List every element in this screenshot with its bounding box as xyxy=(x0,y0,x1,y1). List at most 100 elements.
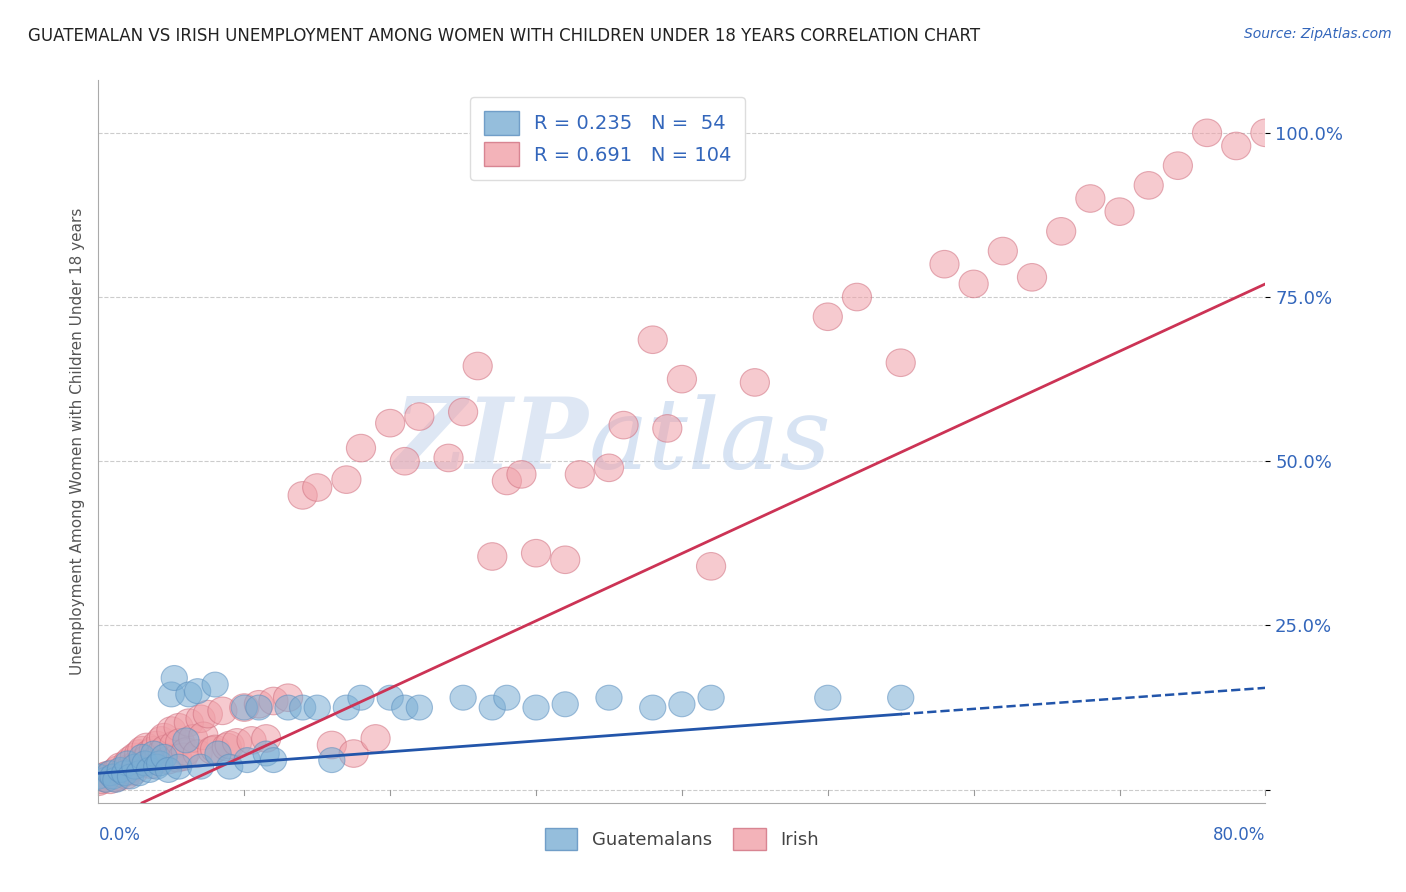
Ellipse shape xyxy=(162,665,187,690)
Ellipse shape xyxy=(174,709,204,737)
Ellipse shape xyxy=(479,695,505,720)
Ellipse shape xyxy=(332,466,361,493)
Ellipse shape xyxy=(652,415,682,442)
Ellipse shape xyxy=(1018,263,1046,291)
Ellipse shape xyxy=(87,766,115,794)
Ellipse shape xyxy=(176,682,202,706)
Ellipse shape xyxy=(93,762,122,789)
Ellipse shape xyxy=(86,764,111,789)
Ellipse shape xyxy=(111,762,141,789)
Ellipse shape xyxy=(179,724,208,752)
Ellipse shape xyxy=(640,695,666,720)
Ellipse shape xyxy=(450,685,477,710)
Ellipse shape xyxy=(166,729,194,756)
Ellipse shape xyxy=(186,705,215,732)
Ellipse shape xyxy=(449,398,478,425)
Ellipse shape xyxy=(319,747,344,772)
Ellipse shape xyxy=(215,731,245,759)
Ellipse shape xyxy=(222,729,252,756)
Ellipse shape xyxy=(150,744,177,769)
Ellipse shape xyxy=(132,751,159,776)
Text: 80.0%: 80.0% xyxy=(1213,826,1265,844)
Ellipse shape xyxy=(339,739,368,767)
Ellipse shape xyxy=(114,751,141,776)
Ellipse shape xyxy=(104,763,134,790)
Ellipse shape xyxy=(159,682,184,706)
Ellipse shape xyxy=(551,546,579,574)
Ellipse shape xyxy=(101,764,131,791)
Ellipse shape xyxy=(103,756,132,784)
Ellipse shape xyxy=(188,722,218,749)
Ellipse shape xyxy=(253,741,280,766)
Ellipse shape xyxy=(318,731,346,759)
Ellipse shape xyxy=(132,733,162,761)
Ellipse shape xyxy=(183,739,212,767)
Ellipse shape xyxy=(434,444,463,472)
Ellipse shape xyxy=(91,764,121,791)
Ellipse shape xyxy=(121,743,149,771)
Ellipse shape xyxy=(205,741,231,766)
Ellipse shape xyxy=(233,747,260,772)
Ellipse shape xyxy=(1046,218,1076,245)
Ellipse shape xyxy=(492,467,522,495)
Ellipse shape xyxy=(169,743,198,771)
Ellipse shape xyxy=(117,753,146,780)
Ellipse shape xyxy=(988,237,1018,265)
Text: 0.0%: 0.0% xyxy=(98,826,141,844)
Ellipse shape xyxy=(165,714,193,741)
Text: GUATEMALAN VS IRISH UNEMPLOYMENT AMONG WOMEN WITH CHILDREN UNDER 18 YEARS CORREL: GUATEMALAN VS IRISH UNEMPLOYMENT AMONG W… xyxy=(28,27,980,45)
Ellipse shape xyxy=(142,731,172,759)
Ellipse shape xyxy=(201,735,229,763)
Ellipse shape xyxy=(184,679,211,704)
Ellipse shape xyxy=(148,738,177,765)
Ellipse shape xyxy=(887,685,914,710)
Text: ZIP: ZIP xyxy=(394,393,589,490)
Ellipse shape xyxy=(288,482,318,509)
Ellipse shape xyxy=(112,749,142,777)
Ellipse shape xyxy=(259,687,288,714)
Ellipse shape xyxy=(202,672,228,697)
Ellipse shape xyxy=(346,434,375,462)
Ellipse shape xyxy=(405,403,434,430)
Ellipse shape xyxy=(208,697,238,724)
Text: Source: ZipAtlas.com: Source: ZipAtlas.com xyxy=(1244,27,1392,41)
Ellipse shape xyxy=(1251,119,1279,146)
Ellipse shape xyxy=(173,728,200,753)
Ellipse shape xyxy=(160,731,188,759)
Ellipse shape xyxy=(143,755,170,779)
Ellipse shape xyxy=(155,757,181,782)
Ellipse shape xyxy=(212,733,242,761)
Ellipse shape xyxy=(136,757,163,782)
Ellipse shape xyxy=(122,755,148,779)
Ellipse shape xyxy=(146,751,173,776)
Ellipse shape xyxy=(136,751,166,779)
Ellipse shape xyxy=(141,747,170,774)
Legend: Guatemalans, Irish: Guatemalans, Irish xyxy=(536,819,828,859)
Ellipse shape xyxy=(813,303,842,331)
Ellipse shape xyxy=(166,755,191,779)
Ellipse shape xyxy=(150,735,180,763)
Ellipse shape xyxy=(609,411,638,439)
Ellipse shape xyxy=(1222,132,1251,160)
Ellipse shape xyxy=(103,767,129,792)
Ellipse shape xyxy=(741,368,769,396)
Ellipse shape xyxy=(375,409,405,437)
Ellipse shape xyxy=(114,756,143,784)
Ellipse shape xyxy=(122,751,150,779)
Ellipse shape xyxy=(84,768,112,796)
Ellipse shape xyxy=(231,695,257,720)
Ellipse shape xyxy=(347,685,374,710)
Ellipse shape xyxy=(127,761,152,786)
Ellipse shape xyxy=(814,685,841,710)
Ellipse shape xyxy=(245,690,273,718)
Ellipse shape xyxy=(252,724,281,752)
Ellipse shape xyxy=(105,753,135,780)
Ellipse shape xyxy=(929,251,959,278)
Ellipse shape xyxy=(697,685,724,710)
Ellipse shape xyxy=(377,685,404,710)
Text: atlas: atlas xyxy=(589,394,831,489)
Ellipse shape xyxy=(146,727,176,755)
Ellipse shape xyxy=(508,460,536,488)
Ellipse shape xyxy=(120,757,148,785)
Ellipse shape xyxy=(842,284,872,310)
